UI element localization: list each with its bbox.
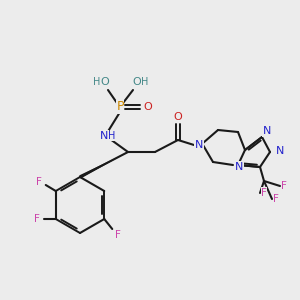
Text: H: H	[108, 131, 116, 141]
Text: O: O	[133, 77, 141, 87]
Text: F: F	[34, 214, 40, 224]
Text: F: F	[261, 188, 267, 198]
Text: F: F	[36, 177, 42, 187]
Text: N: N	[195, 140, 203, 150]
Text: N: N	[263, 126, 272, 136]
Text: P: P	[116, 100, 124, 113]
Text: N: N	[276, 146, 284, 156]
Text: N: N	[235, 162, 243, 172]
Text: H: H	[93, 77, 101, 87]
Text: F: F	[115, 230, 121, 240]
Text: F: F	[281, 181, 287, 191]
Text: O: O	[174, 112, 182, 122]
Text: N: N	[100, 131, 108, 141]
Text: O: O	[144, 102, 152, 112]
Text: F: F	[273, 194, 279, 204]
Polygon shape	[79, 152, 128, 178]
Text: H: H	[141, 77, 149, 87]
Text: O: O	[100, 77, 109, 87]
